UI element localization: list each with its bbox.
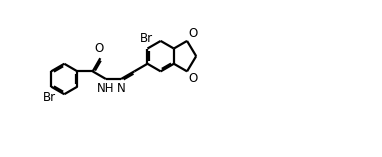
Text: N: N <box>117 82 125 95</box>
Text: Br: Br <box>140 32 153 45</box>
Text: NH: NH <box>97 82 115 95</box>
Text: O: O <box>188 27 197 40</box>
Text: O: O <box>188 72 197 85</box>
Text: O: O <box>95 42 104 55</box>
Text: Br: Br <box>42 91 56 103</box>
